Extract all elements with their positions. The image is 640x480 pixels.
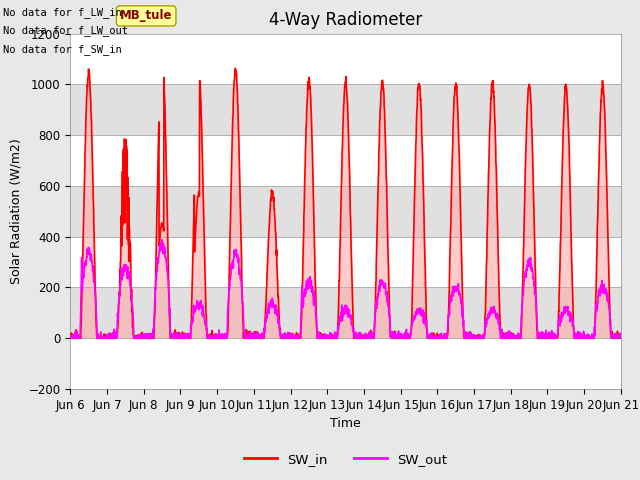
Bar xyxy=(70,186,621,237)
Bar xyxy=(70,338,621,389)
Bar xyxy=(70,135,621,186)
SW_out xyxy=(584,335,592,341)
Text: No data for f_SW_in: No data for f_SW_in xyxy=(3,44,122,55)
X-axis label: Time: Time xyxy=(330,417,361,430)
SW_out xyxy=(617,331,625,336)
Text: No data for f_LW_out: No data for f_LW_out xyxy=(3,25,128,36)
SW_out xyxy=(67,335,74,341)
SW_in xyxy=(584,335,591,341)
SW_in xyxy=(232,65,239,71)
Line: SW_in: SW_in xyxy=(70,68,621,338)
Bar xyxy=(70,34,621,84)
SW_out xyxy=(67,335,74,340)
SW_out xyxy=(506,335,514,340)
Line: SW_out: SW_out xyxy=(70,240,621,338)
Bar xyxy=(70,84,621,135)
Text: No data for f_LW_in: No data for f_LW_in xyxy=(3,7,122,18)
Y-axis label: Solar Radiation (W/m2): Solar Radiation (W/m2) xyxy=(10,138,23,284)
SW_in xyxy=(362,335,369,341)
SW_in xyxy=(617,334,625,340)
SW_out xyxy=(221,332,228,338)
Bar xyxy=(70,237,621,288)
SW_in xyxy=(374,204,381,210)
SW_in xyxy=(568,284,576,289)
SW_in xyxy=(220,335,228,341)
SW_out xyxy=(374,295,381,300)
SW_out xyxy=(569,324,577,329)
Text: MB_tule: MB_tule xyxy=(120,10,172,23)
Title: 4-Way Radiometer: 4-Way Radiometer xyxy=(269,11,422,29)
SW_out xyxy=(362,335,370,341)
Legend: SW_in, SW_out: SW_in, SW_out xyxy=(238,447,453,471)
SW_in xyxy=(67,335,74,341)
Bar xyxy=(70,288,621,338)
SW_in xyxy=(506,329,513,335)
SW_out xyxy=(158,237,166,242)
